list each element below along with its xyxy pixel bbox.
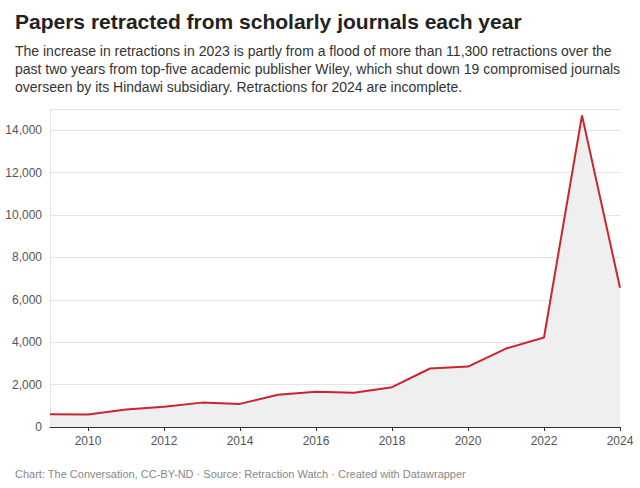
svg-text:2012: 2012 (151, 434, 178, 448)
svg-text:12,000: 12,000 (5, 166, 42, 180)
svg-text:2024: 2024 (607, 434, 634, 448)
svg-text:14,000: 14,000 (5, 123, 42, 137)
svg-text:4,000: 4,000 (12, 335, 42, 349)
svg-text:6,000: 6,000 (12, 293, 42, 307)
svg-text:2016: 2016 (303, 434, 330, 448)
svg-text:8,000: 8,000 (12, 250, 42, 264)
svg-text:0: 0 (35, 420, 42, 434)
svg-text:2018: 2018 (379, 434, 406, 448)
svg-text:Chart: The Conversation, CC-BY: Chart: The Conversation, CC-BY-ND · Sour… (15, 468, 466, 480)
svg-text:2,000: 2,000 (12, 378, 42, 392)
svg-text:The increase in retractions in: The increase in retractions in 2023 is p… (15, 43, 616, 59)
svg-text:2014: 2014 (227, 434, 254, 448)
svg-text:past two years from top-five a: past two years from top-five academic pu… (15, 61, 624, 77)
svg-text:2020: 2020 (455, 434, 482, 448)
svg-text:overseen by its Hindawi subsid: overseen by its Hindawi subsidiary. Retr… (15, 79, 462, 95)
svg-text:2022: 2022 (531, 434, 558, 448)
svg-text:2010: 2010 (75, 434, 102, 448)
svg-text:Papers retracted from scholarl: Papers retracted from scholarly journals… (15, 10, 522, 33)
svg-text:10,000: 10,000 (5, 208, 42, 222)
